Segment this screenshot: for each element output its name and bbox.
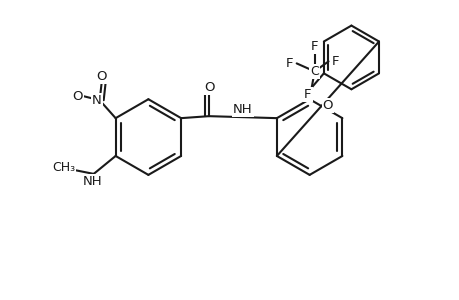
Text: O: O	[322, 99, 332, 112]
Text: N: N	[92, 94, 101, 107]
Text: F: F	[310, 40, 318, 53]
Text: O: O	[203, 81, 214, 94]
Text: CH₃: CH₃	[52, 161, 75, 174]
Text: NH: NH	[233, 103, 252, 116]
Text: C: C	[309, 65, 318, 78]
Text: O: O	[73, 90, 83, 103]
Text: O: O	[96, 70, 106, 83]
Text: F: F	[331, 55, 339, 68]
Text: NH: NH	[83, 176, 102, 188]
Text: F: F	[303, 88, 311, 101]
Text: F: F	[285, 57, 293, 70]
